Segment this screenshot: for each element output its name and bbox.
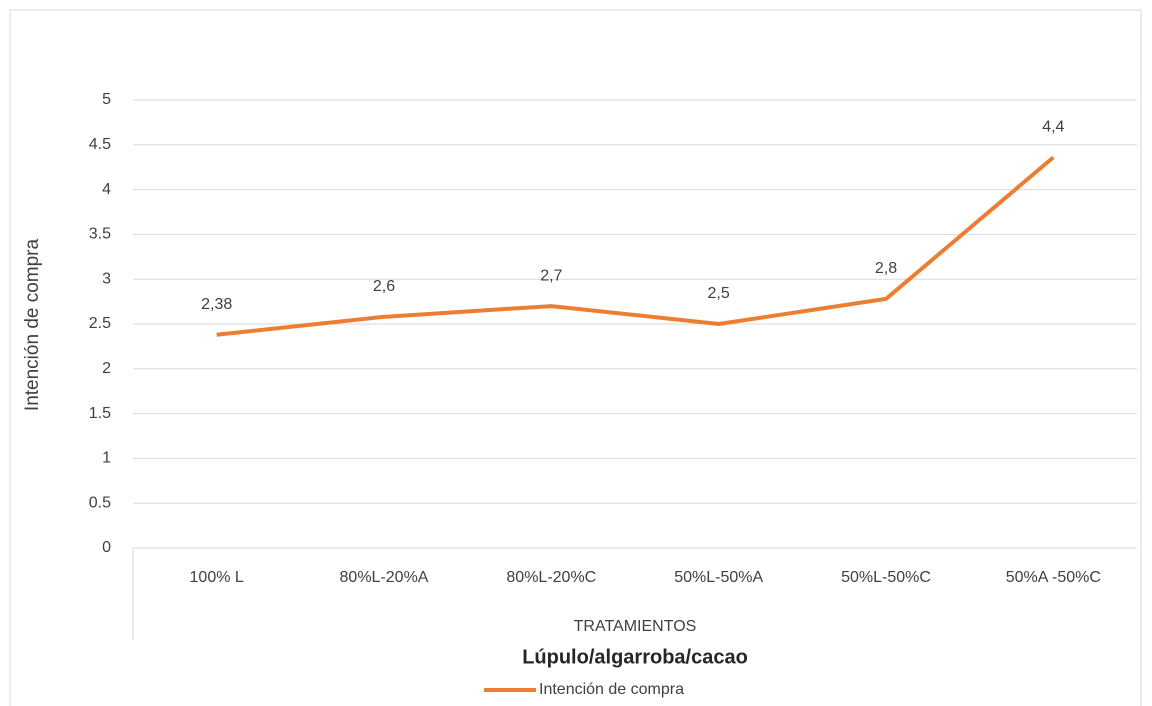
x-tick-label: 50%A -50%C	[1006, 569, 1101, 586]
data-label: 2,38	[201, 296, 232, 313]
data-label: 2,8	[875, 260, 897, 277]
x-tick-label: 50%L-50%A	[674, 569, 763, 586]
data-label: 4,4	[1042, 119, 1064, 136]
x-tick-label: 50%L-50%C	[841, 569, 931, 586]
y-tick-label: 5	[102, 91, 111, 108]
x-tick-label: 80%L-20%C	[506, 569, 596, 586]
y-tick-label: 0.5	[89, 494, 111, 511]
chart-title: Lúpulo/algarroba/cacao	[522, 646, 748, 668]
chart-border	[9, 9, 1142, 706]
x-tick-label: 80%L-20%A	[340, 569, 429, 586]
data-label: 2,7	[540, 267, 562, 284]
y-tick-label: 0	[102, 539, 111, 556]
y-tick-label: 4	[102, 181, 111, 198]
y-tick-label: 1.5	[89, 405, 111, 422]
x-tick-label: 100% L	[190, 569, 244, 586]
y-tick-label: 2	[102, 360, 111, 377]
data-label: 2,5	[708, 285, 730, 302]
legend-label: Intención de compra	[539, 681, 684, 698]
y-tick-label: 3.5	[89, 226, 111, 243]
x-axis-label: TRATAMIENTOS	[574, 618, 697, 635]
y-tick-label: 1	[102, 450, 111, 467]
series-line	[216, 155, 1055, 337]
data-label: 2,6	[373, 278, 395, 295]
y-axis-label: Intención de compra	[22, 238, 43, 411]
y-tick-label: 4.5	[89, 136, 111, 153]
y-tick-label: 2.5	[89, 315, 111, 332]
y-tick-label: 3	[102, 270, 111, 287]
